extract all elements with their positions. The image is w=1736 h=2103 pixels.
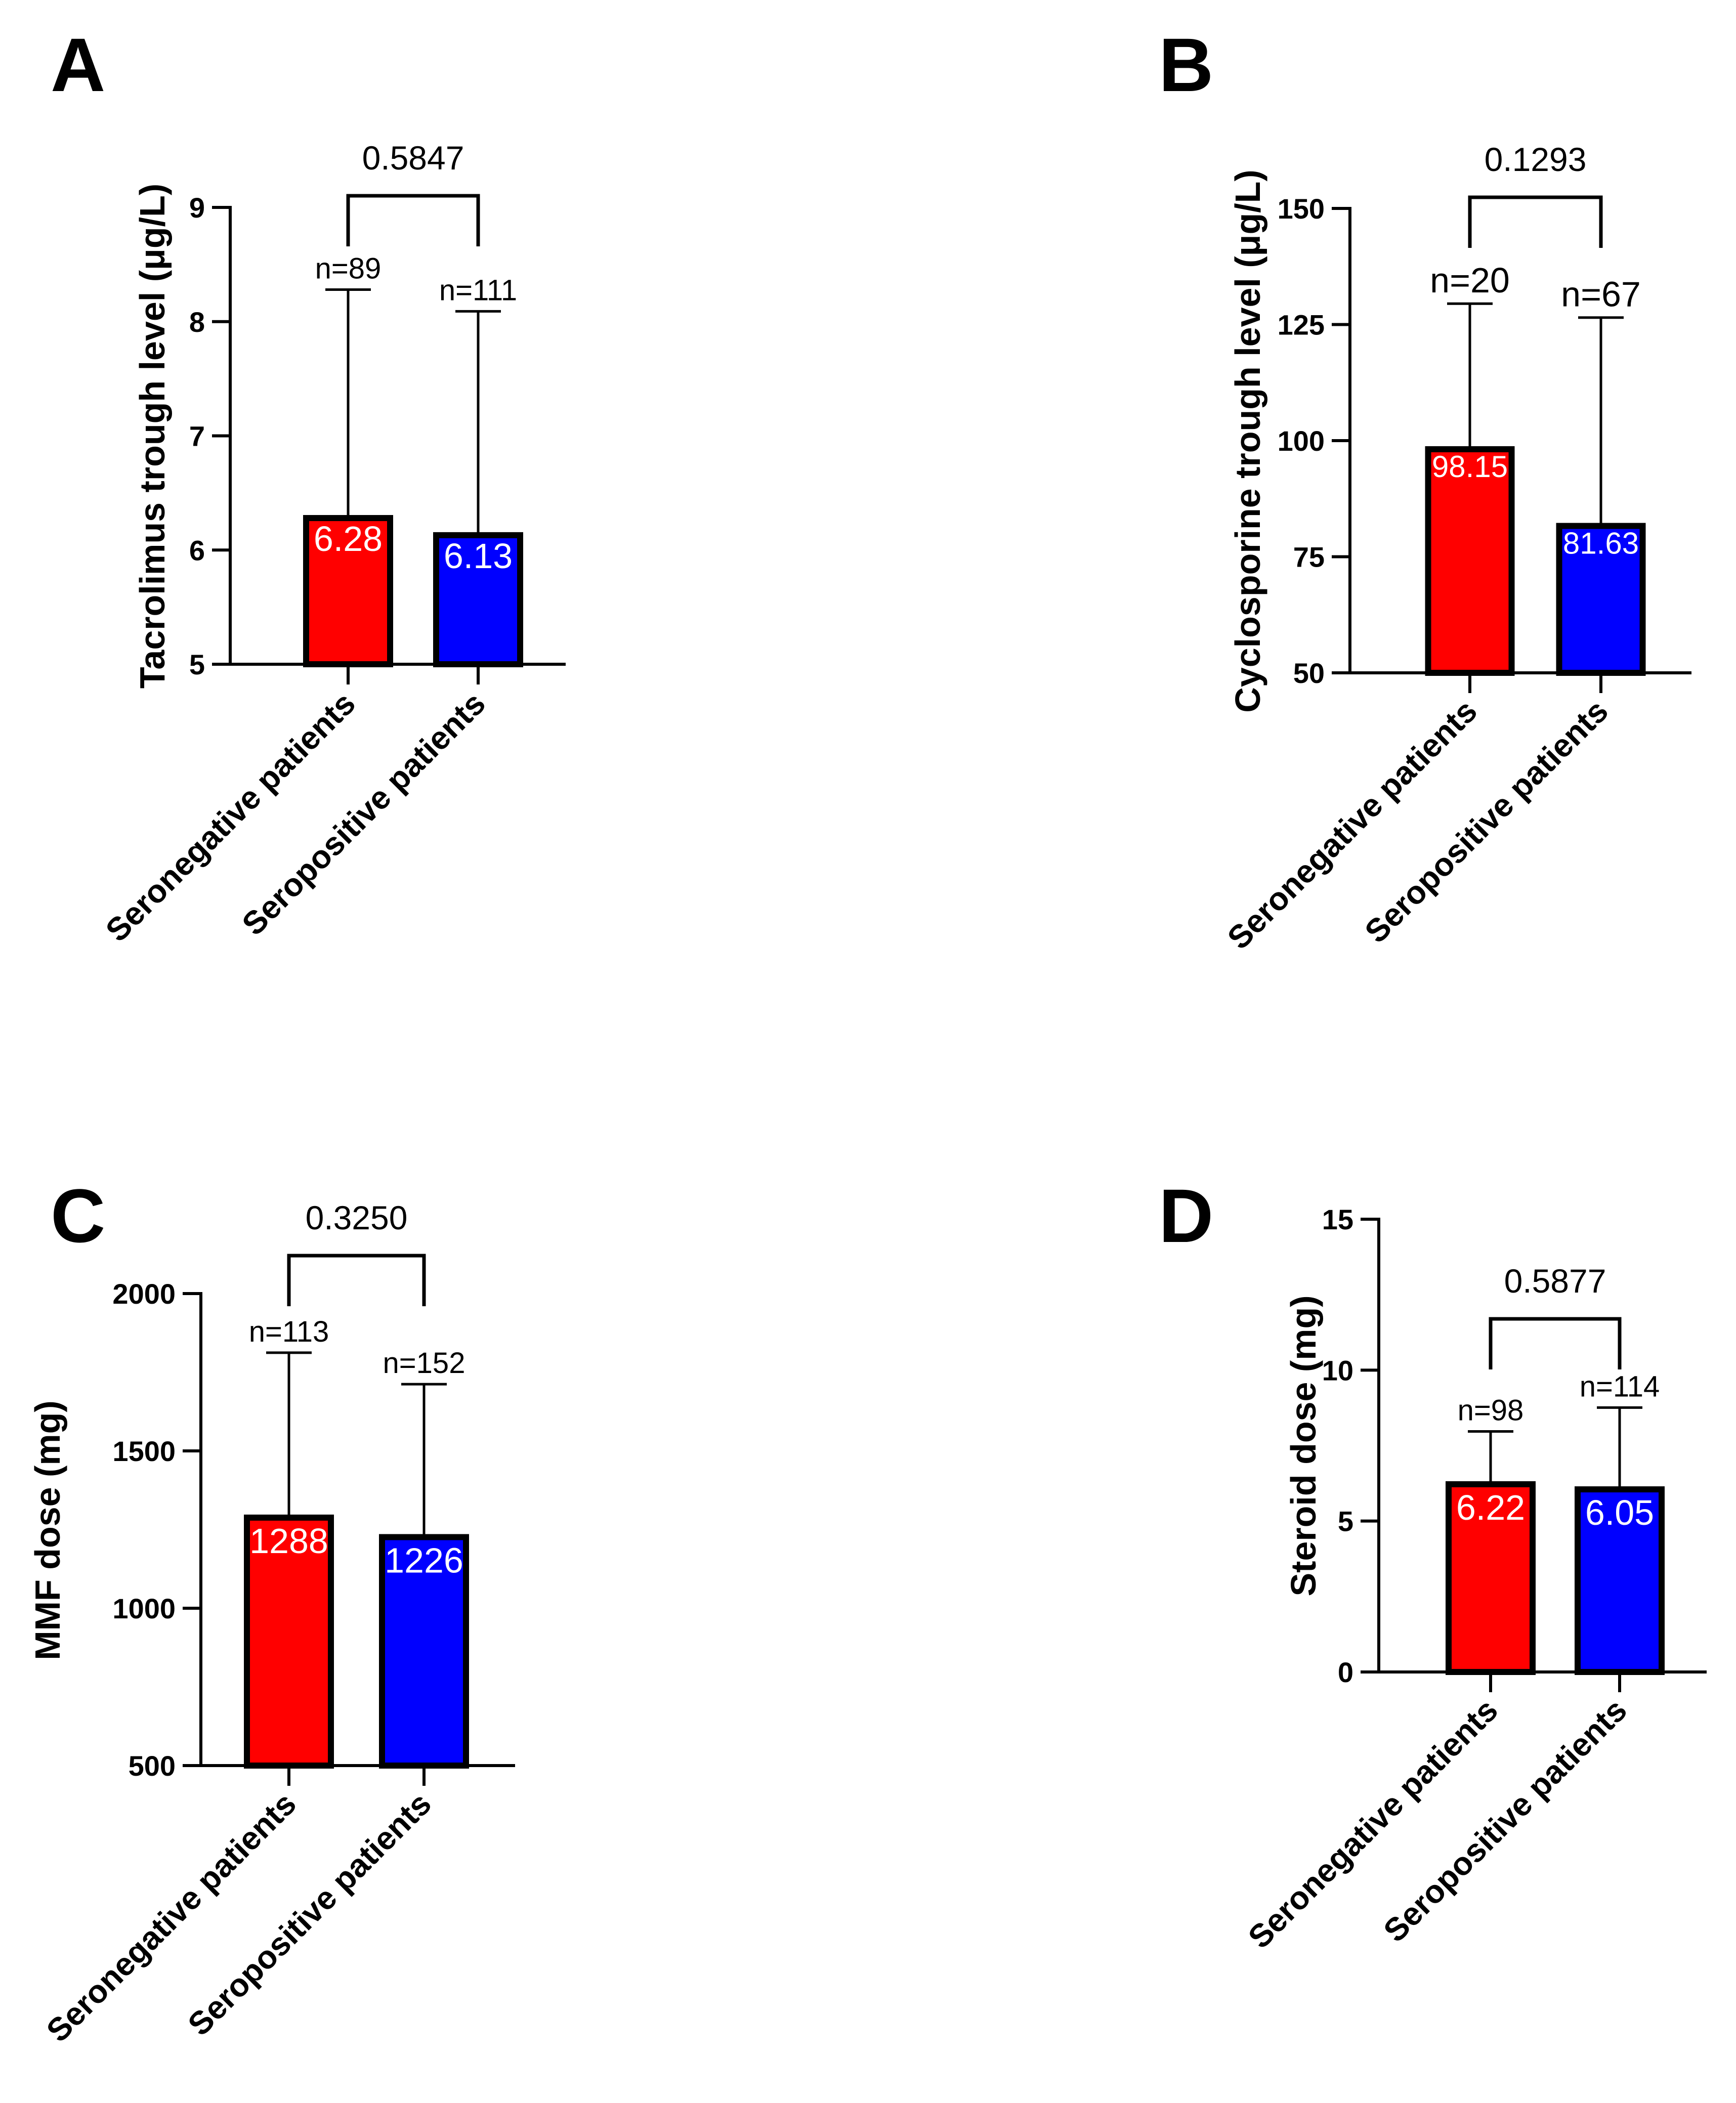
panel-a-y-tick-label-1: 6 (189, 534, 205, 566)
panel-a-y-tick-label-0: 5 (189, 649, 205, 680)
panel-b-y-tick-label-4: 150 (1278, 193, 1325, 225)
panel-c-x-tick-label-1: Seropositive patients (181, 1785, 438, 2043)
panel-d-n-label-1: n=114 (1580, 1370, 1660, 1403)
panel-d-p-value: 0.5877 (1504, 1262, 1606, 1300)
panel-c-y-tick-label-2: 1500 (112, 1435, 176, 1467)
panel-d-x-tick-label-0: Seronegative patients (1241, 1692, 1505, 1955)
panel-a-significance-bracket (346, 194, 480, 246)
panel-c-p-value: 0.3250 (306, 1199, 408, 1236)
panel-c-bar-value-0: 1288 (249, 1521, 328, 1561)
panel-b-y-axis-title: Cyclosporine trough level (μg/L) (1228, 169, 1267, 712)
panel-a-n-label-1: n=111 (439, 274, 517, 307)
panel-c-bar-0 (244, 1514, 334, 1769)
panel-a-bar-value-0: 6.28 (314, 519, 383, 559)
panel-a: A n=89 n=111 6.28 6.13 5 6 7 8 9 Seronegative pat… (51, 22, 566, 949)
panel-a-y-tick-label-4: 9 (189, 192, 205, 224)
panel-d-bar-value-1: 6.05 (1585, 1493, 1654, 1532)
panel-b-n-label-1: n=67 (1561, 275, 1641, 314)
panel-b-letter: B (1159, 22, 1213, 107)
panel-c-letter: C (51, 1173, 105, 1258)
panel-d-y-tick-label-3: 15 (1322, 1204, 1353, 1235)
panel-a-x-tick-label-1: Seropositive patients (235, 685, 492, 942)
panel-b-bar-0 (1425, 446, 1515, 676)
panel-b-y-tick-label-0: 50 (1293, 657, 1325, 689)
panel-c-y-tick-label-0: 500 (129, 1750, 176, 1782)
panel-c: C n=113 n=152 1288 1226 500 1000 1500 2000 Seron… (28, 1173, 515, 2049)
panel-b-bar-value-1: 81.63 (1563, 527, 1639, 561)
panel-a-y-tick-label-2: 7 (189, 420, 205, 452)
panel-d-x-tick-label-1: Seropositive patients (1376, 1692, 1634, 1949)
panel-b-x-tick-label-0: Seronegative patients (1220, 693, 1484, 956)
panel-c-bar-value-1: 1226 (385, 1540, 463, 1580)
panel-a-bar-value-1: 6.13 (444, 536, 513, 576)
panel-b-x-tick-label-1: Seropositive patients (1358, 693, 1615, 950)
panel-c-y-axis-title: MMF dose (mg) (28, 1400, 67, 1660)
panel-c-y-tick-label-3: 2000 (112, 1278, 176, 1310)
panel-d: D n=98 n=114 6.22 6.05 0 5 10 15 Seronegative pa… (1159, 1173, 1707, 1955)
panel-a-p-value: 0.5847 (362, 139, 464, 177)
panel-c-n-label-0: n=113 (249, 1315, 329, 1348)
panel-a-y-axis-title: Tacrolimus trough level (μg/L) (133, 184, 172, 689)
panel-c-significance-bracket (287, 1254, 426, 1306)
panel-c-n-label-1: n=152 (383, 1347, 465, 1380)
panel-a-y-tick-label-3: 8 (189, 306, 205, 338)
panel-b-bar-value-0: 98.15 (1432, 450, 1508, 484)
panel-c-x-tick-label-0: Seronegative patients (39, 1785, 303, 2049)
panel-d-y-tick-label-2: 10 (1322, 1354, 1353, 1386)
panel-b-significance-bracket (1468, 195, 1603, 248)
panel-b-n-label-0: n=20 (1430, 261, 1510, 300)
panel-b-y-tick-label-3: 125 (1278, 309, 1325, 341)
panel-a-x-tick-label-0: Seronegative patients (99, 685, 362, 949)
panel-b: B n=20 n=67 98.15 81.63 50 75 100 125 150 Seroneg… (1159, 22, 1691, 956)
panel-d-y-tick-label-1: 5 (1338, 1506, 1353, 1537)
panel-b-p-value: 0.1293 (1485, 141, 1587, 178)
panel-d-letter: D (1159, 1173, 1213, 1258)
panel-b-y-tick-label-1: 75 (1293, 541, 1325, 573)
panel-a-letter: A (51, 22, 105, 107)
panel-b-y-tick-label-2: 100 (1278, 425, 1325, 457)
panel-d-y-tick-label-0: 0 (1338, 1656, 1353, 1688)
panel-d-y-axis-title: Steroid dose (mg) (1284, 1295, 1323, 1596)
panel-a-n-label-0: n=89 (315, 252, 382, 285)
panel-d-bar-value-0: 6.22 (1456, 1488, 1525, 1527)
panel-d-n-label-0: n=98 (1458, 1394, 1524, 1427)
panel-c-y-tick-label-1: 1000 (112, 1593, 176, 1624)
panel-d-significance-bracket (1489, 1317, 1622, 1369)
